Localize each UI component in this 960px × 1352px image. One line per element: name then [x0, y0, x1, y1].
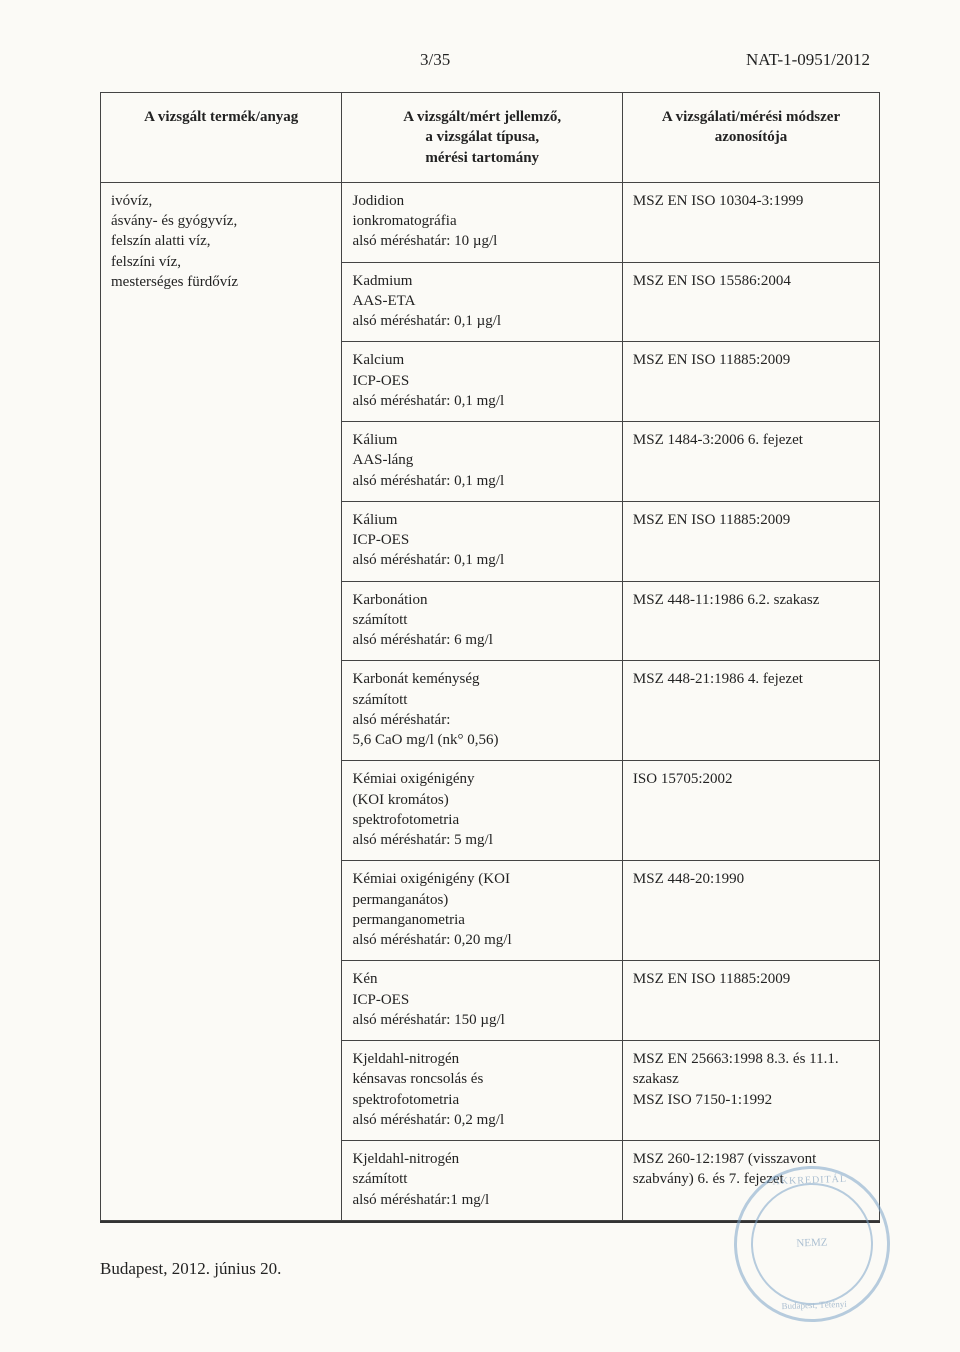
product-cell: ivóvíz,ásvány- és gyógyvíz,felszín alatt…	[101, 182, 342, 1220]
col-header-parameter: A vizsgált/mért jellemző,a vizsgálat típ…	[342, 93, 622, 183]
method-id-cell: MSZ 448-11:1986 6.2. szakasz	[622, 581, 879, 661]
table-row: ivóvíz,ásvány- és gyógyvíz,felszín alatt…	[101, 182, 880, 262]
table-body: ivóvíz,ásvány- és gyógyvíz,felszín alatt…	[101, 182, 880, 1220]
stamp-center-text: NEMZ	[796, 1237, 828, 1251]
method-id-cell: MSZ 260-12:1987 (visszavont szabvány) 6.…	[622, 1141, 879, 1221]
method-id-cell: MSZ EN ISO 11885:2009	[622, 342, 879, 422]
col-header-product: A vizsgált termék/anyag	[101, 93, 342, 183]
parameter-cell: Kémiai oxigénigény (KOIpermanganátos)per…	[342, 861, 622, 961]
parameter-cell: KénICP-OESalsó méréshatár: 150 µg/l	[342, 961, 622, 1041]
parameter-cell: Jodidionionkromatográfiaalsó méréshatár:…	[342, 182, 622, 262]
page-number: 3/35	[420, 50, 450, 70]
footer-date: Budapest, 2012. június 20.	[100, 1259, 880, 1279]
col-header-method: A vizsgálati/mérési módszerazonosítója	[622, 93, 879, 183]
method-id-cell: MSZ 1484-3:2006 6. fejezet	[622, 422, 879, 502]
method-id-cell: MSZ EN ISO 15586:2004	[622, 262, 879, 342]
method-id-cell: MSZ 448-21:1986 4. fejezet	[622, 661, 879, 761]
document-id: NAT-1-0951/2012	[746, 50, 870, 70]
method-id-cell: MSZ EN 25663:1998 8.3. és 11.1. szakaszM…	[622, 1041, 879, 1141]
parameter-cell: KáliumAAS-lángalsó méréshatár: 0,1 mg/l	[342, 422, 622, 502]
parameter-cell: Kjeldahl-nitrogénszámítottalsó méréshatá…	[342, 1141, 622, 1221]
page-header: 3/35 NAT-1-0951/2012	[100, 50, 880, 70]
document-page: 3/35 NAT-1-0951/2012 A vizsgált termék/a…	[0, 0, 960, 1352]
accreditation-table: A vizsgált termék/anyag A vizsgált/mért …	[100, 92, 880, 1221]
method-id-cell: ISO 15705:2002	[622, 761, 879, 861]
parameter-cell: Kjeldahl-nitrogénkénsavas roncsolás éssp…	[342, 1041, 622, 1141]
parameter-cell: KalciumICP-OESalsó méréshatár: 0,1 mg/l	[342, 342, 622, 422]
method-id-cell: MSZ EN ISO 11885:2009	[622, 961, 879, 1041]
method-id-cell: MSZ EN ISO 11885:2009	[622, 501, 879, 581]
parameter-cell: Karbonát keménységszámítottalsó méréshat…	[342, 661, 622, 761]
method-id-cell: MSZ 448-20:1990	[622, 861, 879, 961]
table-bottom-rule	[100, 1221, 880, 1223]
stamp-bottom-text: Budapest, Tétényi	[739, 1298, 889, 1314]
table-header-row: A vizsgált termék/anyag A vizsgált/mért …	[101, 93, 880, 183]
parameter-cell: KáliumICP-OESalsó méréshatár: 0,1 mg/l	[342, 501, 622, 581]
parameter-cell: KadmiumAAS-ETAalsó méréshatár: 0,1 µg/l	[342, 262, 622, 342]
parameter-cell: Karbonátionszámítottalsó méréshatár: 6 m…	[342, 581, 622, 661]
method-id-cell: MSZ EN ISO 10304-3:1999	[622, 182, 879, 262]
parameter-cell: Kémiai oxigénigény(KOI kromátos)spektrof…	[342, 761, 622, 861]
